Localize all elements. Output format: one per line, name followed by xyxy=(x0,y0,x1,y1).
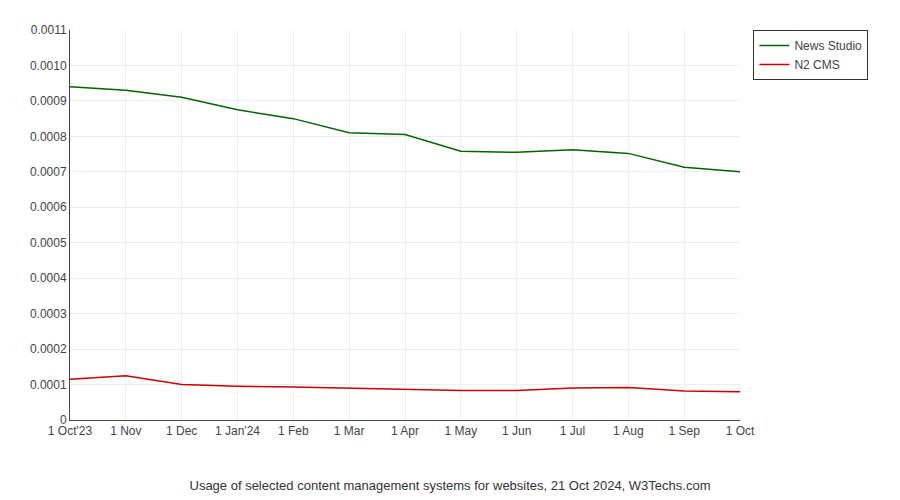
svg-text:1 Oct: 1 Oct xyxy=(726,424,755,438)
svg-text:Usage of selected content mana: Usage of selected content management sys… xyxy=(190,478,711,493)
svg-text:1 Jan'24: 1 Jan'24 xyxy=(215,424,260,438)
svg-text:1 Jul: 1 Jul xyxy=(560,424,585,438)
svg-text:0.0003: 0.0003 xyxy=(30,307,67,321)
svg-text:1 Jun: 1 Jun xyxy=(502,424,531,438)
svg-text:0: 0 xyxy=(60,413,67,427)
svg-text:0.0010: 0.0010 xyxy=(30,59,67,73)
svg-text:1 Mar: 1 Mar xyxy=(334,424,365,438)
svg-text:0.0011: 0.0011 xyxy=(31,23,67,37)
svg-text:1 May: 1 May xyxy=(444,424,477,438)
svg-text:0.0007: 0.0007 xyxy=(30,165,67,179)
svg-text:0.0004: 0.0004 xyxy=(30,271,67,285)
svg-text:1 Aug: 1 Aug xyxy=(613,424,644,438)
svg-text:0.0006: 0.0006 xyxy=(30,200,67,214)
svg-text:1 Feb: 1 Feb xyxy=(278,424,309,438)
svg-text:N2 CMS: N2 CMS xyxy=(794,58,839,72)
svg-text:1 Sep: 1 Sep xyxy=(668,424,700,438)
svg-text:1 Nov: 1 Nov xyxy=(110,424,141,438)
svg-text:1 Apr: 1 Apr xyxy=(391,424,419,438)
svg-text:0.0005: 0.0005 xyxy=(30,236,67,250)
svg-text:0.0001: 0.0001 xyxy=(30,378,67,392)
svg-text:0.0002: 0.0002 xyxy=(30,342,67,356)
svg-text:0.0009: 0.0009 xyxy=(30,94,67,108)
svg-text:1 Dec: 1 Dec xyxy=(166,424,197,438)
svg-text:0.0008: 0.0008 xyxy=(30,130,67,144)
svg-text:News Studio: News Studio xyxy=(794,39,862,53)
svg-text:1 Oct'23: 1 Oct'23 xyxy=(48,424,93,438)
